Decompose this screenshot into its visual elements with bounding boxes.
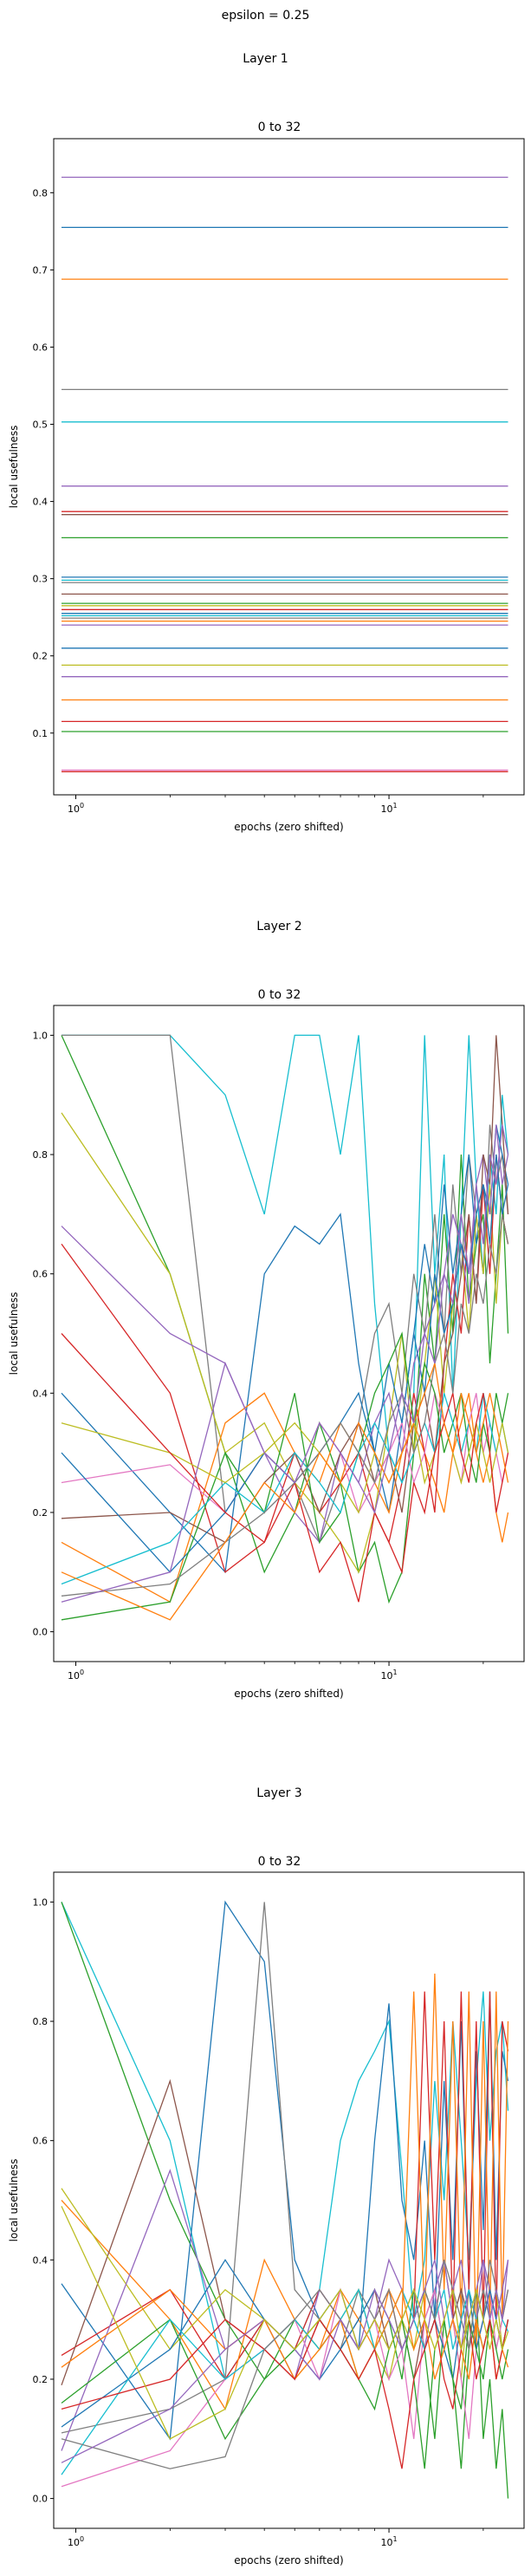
- series-line: [61, 1333, 509, 1603]
- x-tick-label: 100: [68, 802, 84, 815]
- y-tick-label: 0.8: [33, 2016, 49, 2027]
- layer-2-x-axis: 100 101: [68, 1662, 484, 1682]
- series-line: [61, 1363, 509, 1621]
- y-tick-label: 0.3: [33, 574, 49, 585]
- series-line: [61, 2288, 509, 2475]
- series-line: [61, 1124, 509, 1544]
- layer-2-ylabel: local usefulness: [8, 1292, 20, 1376]
- layer-1-title: 0 to 32: [258, 120, 301, 134]
- series-line: [61, 1213, 509, 1597]
- layer-1-plot-area: [53, 138, 525, 796]
- layer-1-lines: [62, 176, 508, 772]
- x-tick-label: 100: [68, 1669, 84, 1682]
- layer-1-xlabel: epochs (zero shifted): [234, 821, 343, 833]
- series-line: [61, 1393, 509, 1585]
- y-tick-label: 0.2: [33, 651, 49, 662]
- layer-3-ylabel: local usefulness: [8, 2159, 20, 2242]
- y-tick-label: 0.0: [33, 2494, 49, 2505]
- series-line: [61, 2206, 509, 2440]
- series-line: [61, 1900, 509, 2441]
- chart-panel-layer-1: Layer 1 0 to 32 0.1 0.2 0.3 0.4 0.5 0.6 0.7 0.8…: [8, 52, 525, 833]
- series-line: [61, 1902, 509, 2381]
- y-tick-label: 0.0: [33, 1627, 49, 1638]
- y-tick-label: 0.2: [33, 1507, 49, 1519]
- y-tick-label: 0.6: [33, 342, 49, 353]
- y-tick-label: 0.4: [33, 2254, 49, 2266]
- y-tick-label: 0.2: [33, 2374, 49, 2385]
- layer-1-ylabel: local usefulness: [8, 426, 20, 509]
- layer-1-y-axis: 0.1 0.2 0.3 0.4 0.5 0.6 0.7 0.8: [33, 187, 54, 739]
- series-line: [61, 2318, 509, 2469]
- series-line: [61, 2259, 509, 2428]
- layer-3-plot-area: [53, 1871, 525, 2529]
- y-tick-label: 0.8: [33, 1149, 49, 1161]
- layer-3-y-axis: 0.0 0.2 0.4 0.6 0.8 1.0: [33, 1896, 54, 2505]
- chart-panel-layer-3: Layer 3 0 to 32 0.00.20.40.60.81.0 100 10…: [8, 1786, 525, 2566]
- y-tick-label: 1.0: [33, 1896, 49, 1908]
- y-tick-label: 0.4: [33, 497, 49, 508]
- y-tick-label: 1.0: [33, 1030, 49, 1041]
- chart-panel-layer-2: Layer 2 0 to 32 0.00.20.40.60.81.0 100 10…: [8, 920, 525, 1700]
- y-tick-label: 0.8: [33, 187, 49, 198]
- layer-2-title: 0 to 32: [258, 988, 301, 1002]
- layer-1-x-axis: 100 101: [68, 795, 484, 815]
- x-tick-label: 101: [381, 1669, 398, 1682]
- y-tick-label: 0.6: [33, 1269, 49, 1280]
- layer-3-suptitle: Layer 3: [256, 1786, 301, 1800]
- layer-1-suptitle: Layer 1: [243, 52, 288, 66]
- y-tick-label: 0.6: [33, 2136, 49, 2147]
- series-line: [61, 1331, 509, 1621]
- series-line: [61, 1124, 509, 1603]
- series-line: [61, 2317, 509, 2469]
- layer-3-lines: [61, 1900, 509, 2499]
- layer-3-title: 0 to 32: [258, 1855, 301, 1869]
- layer-2-lines: [61, 1034, 509, 1621]
- layer-2-y-axis: 0.0 0.2 0.4 0.6 0.8 1.0: [33, 1030, 54, 1638]
- layer-2-xlabel: epochs (zero shifted): [234, 1688, 343, 1700]
- series-line: [61, 1421, 509, 1514]
- series-line: [61, 2169, 509, 2451]
- y-tick-label: 0.7: [33, 264, 49, 276]
- x-tick-label: 101: [381, 2535, 398, 2548]
- series-line: [61, 1392, 509, 1603]
- figure-title: epsilon = 0.25: [222, 9, 310, 23]
- y-tick-label: 0.4: [33, 1388, 49, 1399]
- layer-3-x-axis: 100 101: [68, 2528, 484, 2548]
- layer-2-suptitle: Layer 2: [256, 920, 301, 933]
- y-tick-label: 0.5: [33, 420, 49, 431]
- x-tick-label: 101: [381, 802, 398, 815]
- series-line: [61, 1973, 509, 2411]
- series-line: [61, 1035, 509, 1604]
- y-tick-label: 0.1: [33, 728, 49, 739]
- layer-3-xlabel: epochs (zero shifted): [234, 2554, 343, 2566]
- layer-2-plot-area: [53, 1005, 525, 1662]
- x-tick-label: 100: [68, 2535, 84, 2548]
